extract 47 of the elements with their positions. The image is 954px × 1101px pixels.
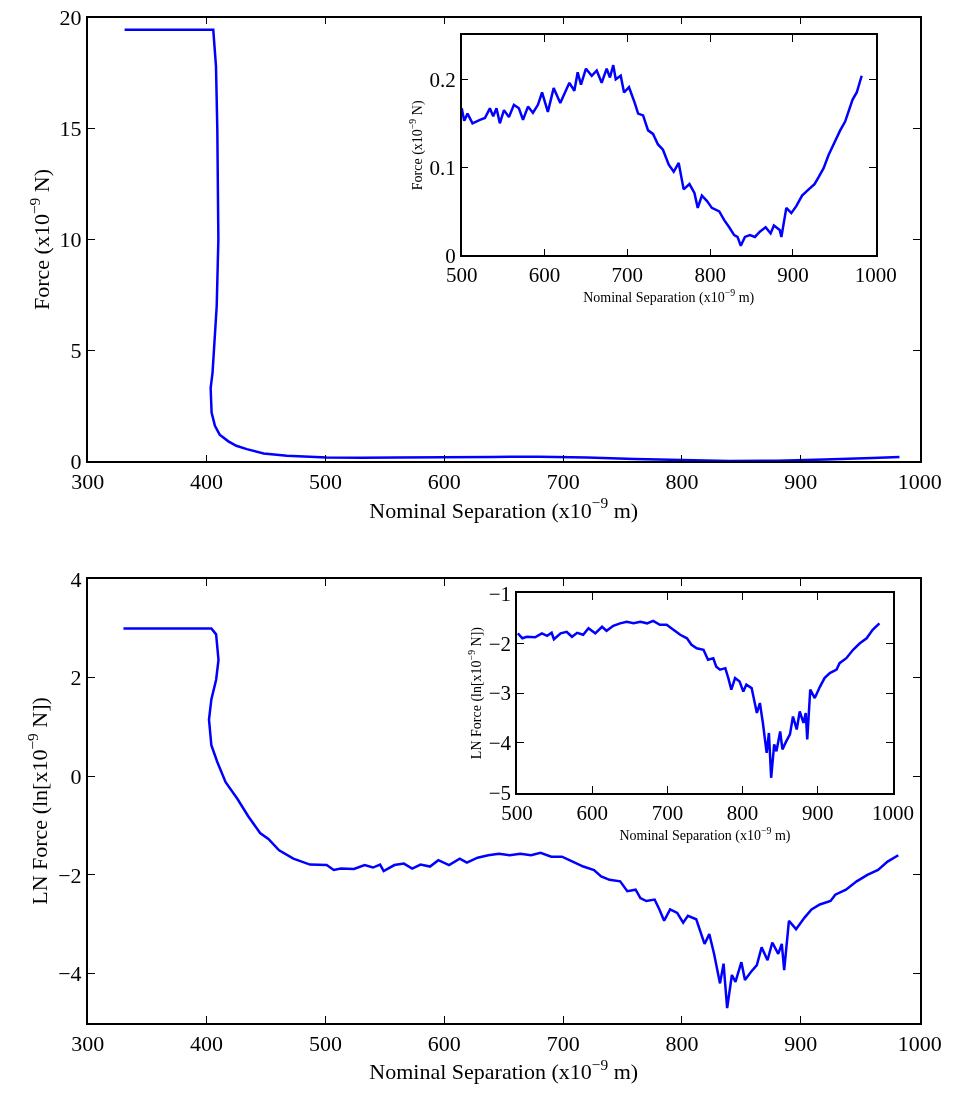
line-series: [461, 63, 863, 247]
x-tick-label: 600: [528, 263, 561, 288]
x-tick-label: 400: [190, 469, 224, 495]
y-tick-label: −1: [488, 581, 512, 606]
y-tick-label: 0.2: [429, 67, 456, 92]
x-axis-title: Nominal Separation (x10$^{−9}$ m): [619, 824, 791, 844]
y-tick-label: 0: [70, 764, 82, 790]
y-tick-label: 5: [70, 338, 82, 364]
x-tick-label: 600: [576, 800, 608, 825]
x-tick-label: 300: [71, 1030, 105, 1056]
x-tick-label: 1000: [897, 469, 942, 495]
x-axis-title: Nominal Separation (x10$^{−9}$ m): [583, 287, 755, 307]
x-tick-label: 900: [784, 469, 818, 495]
y-tick-label: 2: [70, 665, 82, 691]
x-tick-label: 800: [665, 1030, 699, 1056]
x-axis-title: Nominal Separation (x10$^{−9}$ m): [369, 1055, 639, 1085]
x-tick-label: 700: [546, 469, 580, 495]
x-tick-label: 800: [694, 263, 726, 288]
x-tick-label: 500: [308, 1030, 342, 1056]
x-tick-label: 1000: [897, 1030, 942, 1056]
y-tick-label: 4: [70, 566, 82, 592]
x-tick-label: 700: [651, 800, 684, 825]
x-tick-label: 700: [611, 263, 644, 288]
x-tick-label: 500: [308, 469, 342, 495]
x-tick-label: 1000: [871, 800, 914, 825]
x-axis-title: Nominal Separation (x10$^{−9}$ m): [369, 494, 639, 523]
y-tick-label: 20: [59, 5, 82, 31]
x-tick-label: 600: [427, 469, 461, 495]
x-tick-label: 600: [427, 1030, 461, 1056]
y-tick-label: −2: [58, 862, 82, 888]
y-tick-label: 0.1: [429, 155, 456, 180]
y-tick-label: −4: [58, 961, 82, 987]
x-tick-label: 1000: [854, 263, 897, 288]
x-tick-label: 900: [777, 263, 809, 288]
y-tick-label: −4: [488, 731, 512, 756]
x-tick-label: 900: [784, 1030, 818, 1056]
x-tick-label: 400: [190, 1030, 224, 1056]
line-series: [123, 28, 901, 462]
x-tick-label: 700: [546, 1030, 580, 1056]
x-tick-label: 800: [726, 800, 759, 825]
x-tick-label: 800: [665, 469, 699, 495]
x-tick-label: 900: [802, 800, 834, 825]
y-tick-label: 15: [59, 116, 82, 142]
line-series: [517, 619, 881, 780]
y-tick-label: −3: [488, 681, 512, 706]
y-tick-label: −2: [488, 631, 512, 656]
y-tick-label: 10: [59, 227, 82, 253]
